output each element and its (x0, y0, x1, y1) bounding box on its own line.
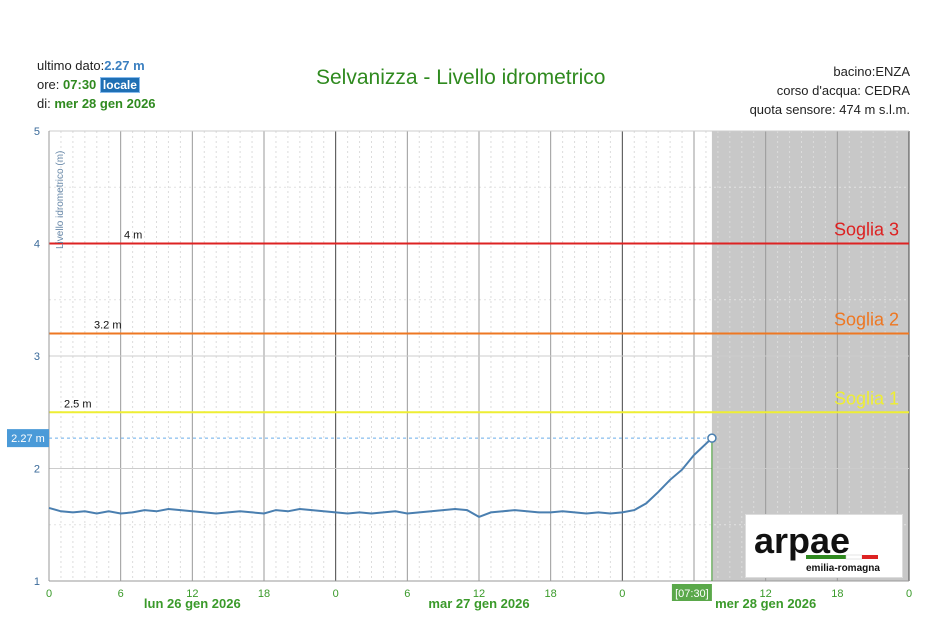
threshold-value-label: 4 m (124, 230, 142, 242)
y-tick-label: 4 (34, 239, 40, 251)
y-tick-label: 3 (34, 351, 40, 363)
x-tick-label: 0 (333, 588, 339, 600)
current-time-badge-bg (671, 584, 712, 601)
threshold-name-label: Soglia 3 (834, 220, 899, 240)
current-value-badge-bg (7, 429, 49, 448)
threshold-name-label: Soglia 2 (834, 310, 899, 330)
last-data-value: 2.27 m (104, 58, 145, 73)
day-label: mar 27 gen 2026 (428, 596, 529, 611)
logo-bar-red (862, 555, 878, 559)
current-value-badge: 2.27 m (11, 433, 45, 445)
threshold-name-label: Soglia 1 (834, 388, 899, 408)
x-tick-label: 18 (831, 588, 843, 600)
date-line: di: mer 28 gen 2026 (37, 96, 156, 111)
logo-bar-green (806, 555, 846, 559)
sensor-altitude-info: quota sensore: 474 m s.l.m. (749, 102, 910, 117)
date-label: di: (37, 96, 51, 111)
threshold-value-label: 3.2 m (94, 320, 122, 332)
logo-text-main: arpae (754, 520, 850, 561)
threshold-layer: 2.5 m Soglia 1 3.2 m Soglia 2 4 m Soglia 3 (49, 220, 909, 414)
label-layer: 2.27 m [07:30] (7, 429, 717, 601)
day-label: lun 26 gen 2026 (144, 596, 241, 611)
series-layer (48, 437, 713, 519)
logo-text-sub: emilia-romagna (806, 563, 880, 574)
last-data-line: ultimo dato:2.27 m (37, 58, 145, 73)
time-value: 07:30 (63, 77, 97, 92)
arpae-logo: arpae emilia-romagna (745, 514, 903, 578)
threshold-value-label: 2.5 m (64, 398, 92, 410)
river-info: corso d'acqua: CEDRA (776, 83, 910, 98)
x-tick-label: 18 (545, 588, 557, 600)
day-label: mer 28 gen 2026 (715, 596, 816, 611)
x-tick-label: 0 (906, 588, 912, 600)
last-data-label: ultimo dato: (37, 58, 105, 73)
current-time-badge: [07:30] (675, 588, 709, 600)
x-tick-label: 6 (404, 588, 410, 600)
x-tick-label: 0 (46, 588, 52, 600)
date-value: mer 28 gen 2026 (54, 96, 156, 111)
time-line: ore: 07:30 locale (37, 77, 140, 93)
y-tick-label: 1 (34, 576, 40, 588)
chart-title: Selvanizza - Livello idrometrico (316, 66, 606, 89)
x-tick-label: 12 (186, 588, 198, 600)
x-tick-label: 6 (118, 588, 124, 600)
x-tick-label: 18 (258, 588, 270, 600)
y-axis-label: Livello idrometrico (m) (55, 151, 66, 249)
basin-info: bacino:ENZA (833, 64, 910, 79)
y-tick-label: 2 (34, 464, 40, 476)
logo-bar-white (845, 554, 863, 560)
time-label: ore: (37, 77, 60, 92)
x-tick-label: 12 (473, 588, 485, 600)
current-point-marker (707, 433, 717, 443)
locale-badge[interactable]: locale (99, 77, 140, 93)
x-tick-label: 0 (619, 588, 625, 600)
x-tick-label: 12 (760, 588, 772, 600)
arpae-logo-graphic: arpae emilia-romagna (754, 520, 880, 574)
water-level-series-line (48, 437, 713, 519)
y-tick-label: 5 (34, 126, 40, 138)
